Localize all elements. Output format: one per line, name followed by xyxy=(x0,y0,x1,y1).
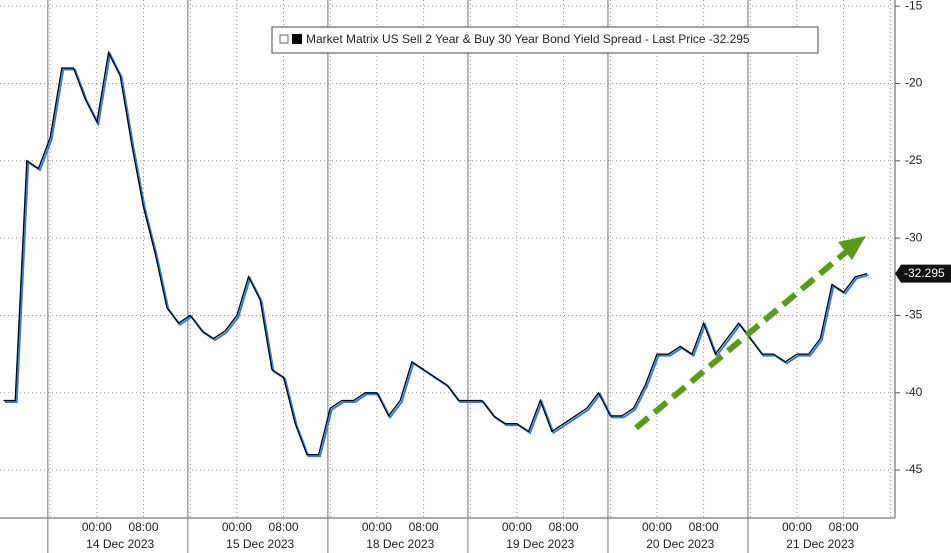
x-tick-label: 08:00 xyxy=(549,520,579,534)
x-tick-label: 08:00 xyxy=(829,520,859,534)
trend-arrow xyxy=(634,236,866,431)
x-tick-label: 00:00 xyxy=(502,520,532,534)
y-tick-label: -35 xyxy=(905,308,923,322)
line-shadow xyxy=(5,50,869,458)
day-label: 19 Dec 2023 xyxy=(506,537,574,551)
x-tick-label: 00:00 xyxy=(222,520,252,534)
legend-swatch xyxy=(292,34,302,44)
day-label: 14 Dec 2023 xyxy=(86,537,154,551)
day-label: 21 Dec 2023 xyxy=(786,537,854,551)
y-tick-label: -30 xyxy=(905,230,923,244)
day-label: 18 Dec 2023 xyxy=(366,537,434,551)
legend-label: Market Matrix US Sell 2 Year & Buy 30 Ye… xyxy=(306,32,750,46)
legend: Market Matrix US Sell 2 Year & Buy 30 Ye… xyxy=(271,26,819,54)
y-tick-label: -25 xyxy=(905,153,923,167)
day-label: 20 Dec 2023 xyxy=(646,537,714,551)
legend-toggle[interactable] xyxy=(279,34,289,44)
x-tick-label: 00:00 xyxy=(782,520,812,534)
x-tick-label: 00:00 xyxy=(362,520,392,534)
line xyxy=(3,50,868,456)
y-tick-label: -15 xyxy=(905,0,923,12)
x-tick-label: 08:00 xyxy=(409,520,439,534)
price-tag-label: -32.295 xyxy=(904,266,945,280)
day-label: 15 Dec 2023 xyxy=(226,537,294,551)
y-tick-label: -45 xyxy=(905,462,923,476)
x-tick-label: 00:00 xyxy=(82,520,112,534)
y-tick-label: -20 xyxy=(905,76,923,90)
price-tag xyxy=(895,264,951,283)
x-tick-label: 08:00 xyxy=(129,520,159,534)
legend-name: Market Matrix US Sell 2 Year & Buy 30 Ye… xyxy=(306,32,706,46)
x-tick-label: 08:00 xyxy=(269,520,299,534)
x-tick-label: 00:00 xyxy=(642,520,672,534)
legend-box xyxy=(271,26,819,54)
legend-value: -32.295 xyxy=(709,32,750,46)
y-tick-label: -40 xyxy=(905,385,923,399)
x-tick-label: 08:00 xyxy=(689,520,719,534)
